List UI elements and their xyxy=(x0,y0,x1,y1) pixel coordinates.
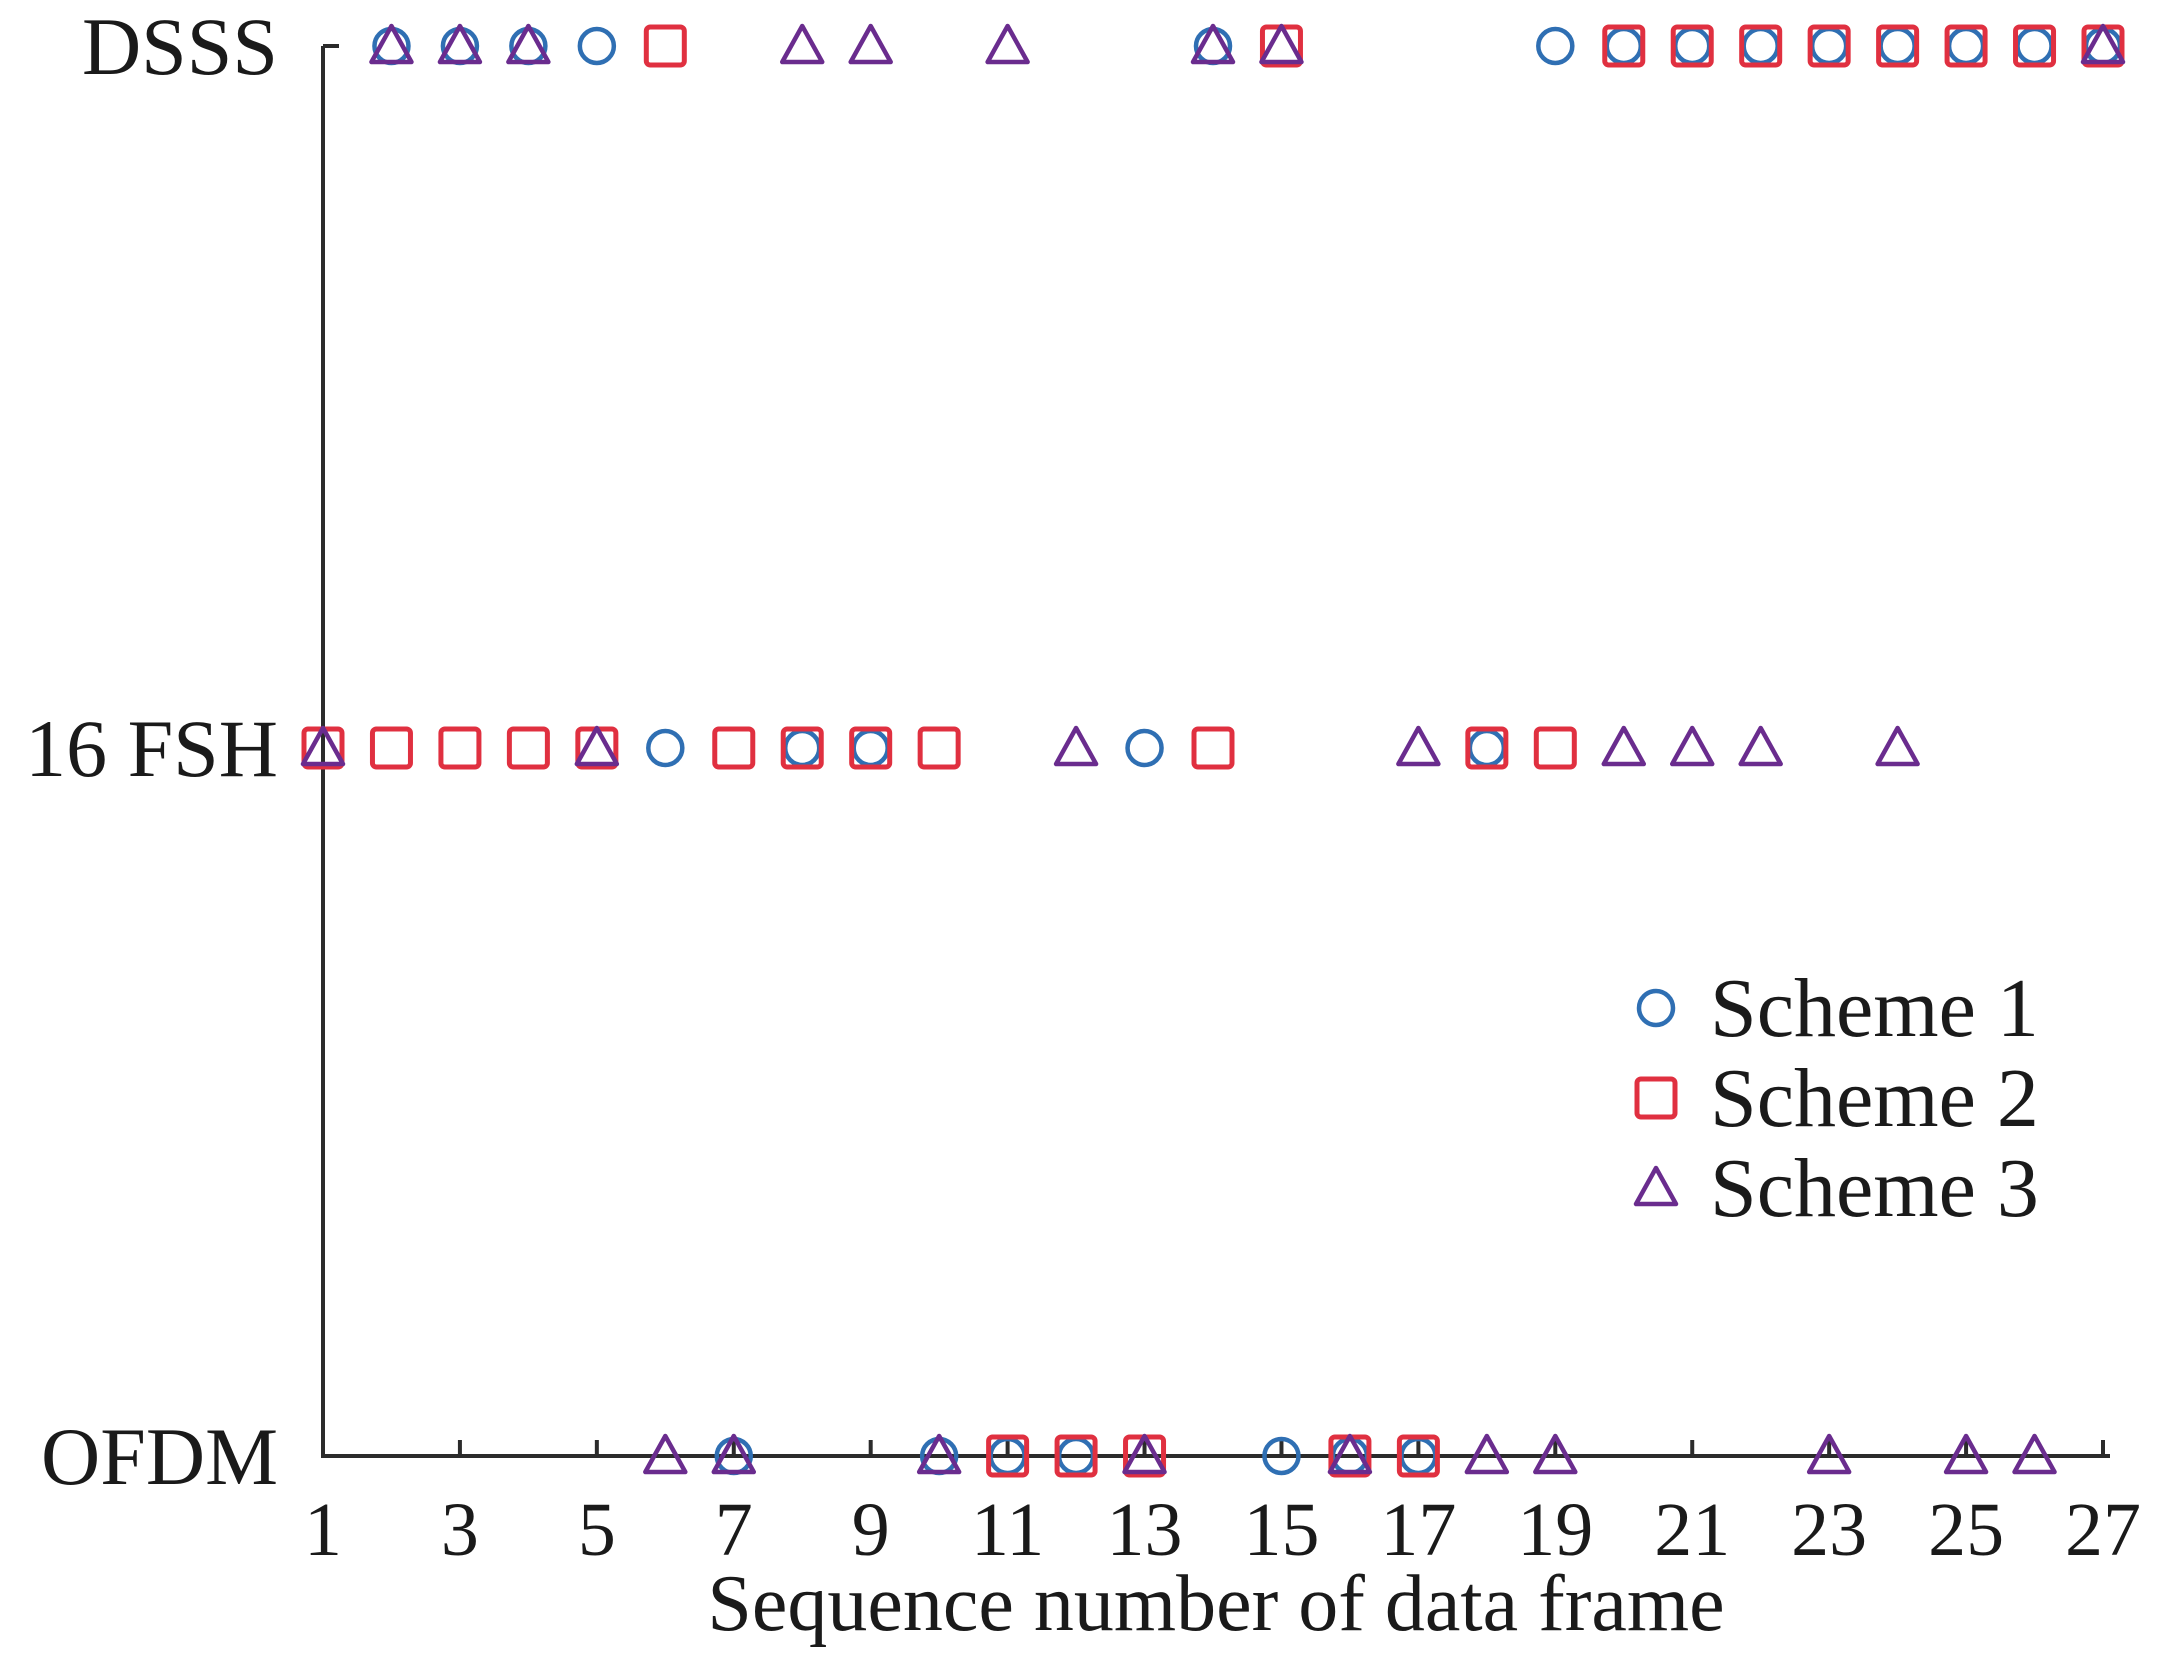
axes xyxy=(321,44,2110,1458)
x-tick-label-1: 1 xyxy=(304,1488,342,1572)
point-scheme-2-x24 xyxy=(1876,24,1920,68)
point-scheme-2-x7 xyxy=(712,726,756,770)
point-scheme-2-x22 xyxy=(1739,24,1783,68)
x-ticks: 1 3 5 7 9 11 13 15 17 19 21 23 25 27 xyxy=(304,1440,2141,1572)
point-scheme-1-x15 xyxy=(1262,1436,1301,1476)
point-scheme-1-x6 xyxy=(646,728,685,768)
point-scheme-2-x9 xyxy=(849,726,893,770)
point-scheme-2-x26 xyxy=(2013,24,2057,68)
point-scheme-2-x23 xyxy=(1807,24,1851,68)
x-tick-label-7: 7 xyxy=(715,1488,753,1572)
point-scheme-2-x25 xyxy=(1944,24,1988,68)
point-scheme-2-x8 xyxy=(780,726,824,770)
point-scheme-3-x6 xyxy=(643,1433,688,1475)
point-scheme-3-x5 xyxy=(574,725,620,767)
x-tick-label-3: 3 xyxy=(441,1488,479,1572)
x-tick-label-9: 9 xyxy=(852,1488,890,1572)
point-scheme-3-x17 xyxy=(1396,725,1441,767)
point-scheme-3-x18 xyxy=(1464,1433,1510,1475)
series-scheme-2 xyxy=(301,24,2125,1478)
point-scheme-3-x26 xyxy=(2012,1433,2057,1475)
point-scheme-3-x20 xyxy=(1601,725,1647,767)
legend-marker-scheme-2 xyxy=(1634,1076,1678,1120)
legend-label-scheme-3: Scheme 3 xyxy=(1710,1142,2039,1235)
legend-label-scheme-2: Scheme 2 xyxy=(1710,1052,2039,1145)
point-scheme-2-x4 xyxy=(506,726,550,770)
point-scheme-3-x12 xyxy=(1053,725,1099,767)
point-scheme-2-x2 xyxy=(369,726,413,770)
point-scheme-1-x13 xyxy=(1125,728,1164,768)
point-scheme-1-x23 xyxy=(1809,26,1849,66)
x-axis-title: Sequence number of data frame xyxy=(707,1560,1724,1648)
x-tick-label-13: 13 xyxy=(1107,1488,1183,1572)
point-scheme-2-x6 xyxy=(643,24,687,68)
point-scheme-1-x5 xyxy=(577,26,617,66)
point-scheme-1-x24 xyxy=(1878,26,1917,66)
legend-marker-scheme-1 xyxy=(1636,988,1676,1028)
point-scheme-2-x20 xyxy=(1602,24,1646,68)
point-scheme-2-x10 xyxy=(917,726,961,770)
x-tick-label-23: 23 xyxy=(1791,1488,1867,1572)
point-scheme-3-x13 xyxy=(1122,1433,1167,1475)
x-tick-label-17: 17 xyxy=(1380,1488,1456,1572)
y-category-label-ofdm: OFDM xyxy=(41,1411,278,1502)
series-scheme-1 xyxy=(372,26,2123,1476)
point-scheme-2-x17 xyxy=(1396,1434,1440,1478)
point-scheme-1-x18 xyxy=(1467,728,1507,768)
point-scheme-3-x10 xyxy=(916,1433,962,1475)
x-tick-label-21: 21 xyxy=(1654,1488,1730,1572)
x-tick-label-27: 27 xyxy=(2065,1488,2141,1572)
point-scheme-2-x12 xyxy=(1054,1434,1098,1478)
point-scheme-1-x19 xyxy=(1536,26,1575,66)
x-tick-label-25: 25 xyxy=(1928,1488,2004,1572)
point-scheme-3-x8 xyxy=(779,23,825,65)
point-scheme-1-x26 xyxy=(2015,26,2054,66)
point-scheme-3-x16 xyxy=(1327,1433,1373,1475)
point-scheme-2-x21 xyxy=(1670,24,1714,68)
legend-label-scheme-1: Scheme 1 xyxy=(1710,962,2039,1055)
series-scheme-3 xyxy=(300,23,2126,1475)
point-scheme-3-x27 xyxy=(2080,23,2126,65)
point-scheme-3-x19 xyxy=(1533,1433,1578,1475)
point-scheme-3-x7 xyxy=(711,1433,757,1475)
point-scheme-3-x14 xyxy=(1190,23,1236,65)
y-category-labels: OFDM 16 FSH DSSS xyxy=(25,1,278,1502)
point-scheme-3-x23 xyxy=(1806,1433,1852,1475)
point-scheme-2-x19 xyxy=(1533,726,1577,770)
point-scheme-1-x22 xyxy=(1741,26,1780,66)
x-tick-label-11: 11 xyxy=(971,1488,1044,1572)
point-scheme-3-x3 xyxy=(437,23,483,65)
point-scheme-3-x2 xyxy=(369,23,414,65)
data-marks xyxy=(300,23,2126,1478)
point-scheme-3-x4 xyxy=(506,23,551,65)
point-scheme-3-x1 xyxy=(300,725,346,767)
point-scheme-3-x15 xyxy=(1259,23,1304,65)
point-scheme-2-x3 xyxy=(438,726,482,770)
x-tick-label-19: 19 xyxy=(1517,1488,1593,1572)
point-scheme-3-x11 xyxy=(985,23,1030,65)
point-scheme-3-x22 xyxy=(1738,725,1783,767)
point-scheme-1-x21 xyxy=(1672,26,1712,66)
point-scheme-3-x21 xyxy=(1669,725,1715,767)
y-category-label-dsss: DSSS xyxy=(82,1,278,92)
legend-marker-scheme-3 xyxy=(1633,1165,1679,1207)
point-scheme-3-x25 xyxy=(1943,1433,1989,1475)
point-scheme-1-x9 xyxy=(851,728,890,768)
x-tick-label-5: 5 xyxy=(578,1488,616,1572)
point-scheme-1-x20 xyxy=(1604,26,1644,66)
x-tick-label-15: 15 xyxy=(1243,1488,1319,1572)
point-scheme-2-x11 xyxy=(986,1434,1030,1478)
y-category-label-16-fsh: 16 FSH xyxy=(25,703,278,794)
point-scheme-1-x25 xyxy=(1946,26,1986,66)
point-scheme-2-x18 xyxy=(1465,726,1509,770)
point-scheme-3-x9 xyxy=(848,23,893,65)
point-scheme-1-x8 xyxy=(782,728,822,768)
point-scheme-2-x14 xyxy=(1191,726,1235,770)
point-scheme-3-x24 xyxy=(1875,725,1920,767)
